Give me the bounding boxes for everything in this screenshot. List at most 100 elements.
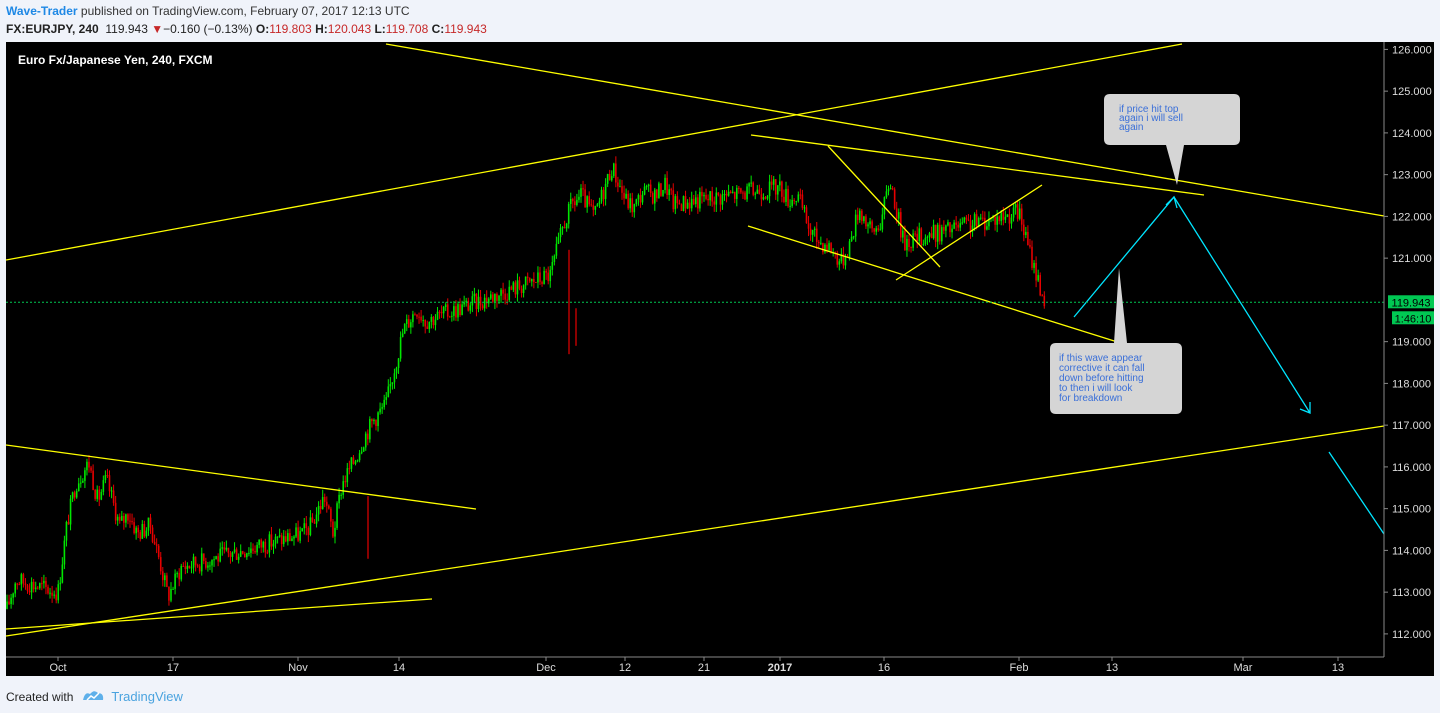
x-tick-label: Dec <box>536 662 556 674</box>
x-tick-label: 21 <box>698 662 710 674</box>
candle-body <box>555 243 558 256</box>
candle-body <box>270 534 273 547</box>
candle-body <box>692 198 695 205</box>
tradingview-logo-icon[interactable] <box>81 688 105 705</box>
candle-body <box>598 201 601 205</box>
callout-top-line-3: again <box>1119 122 1143 133</box>
chart-frame[interactable]: Euro Fx/Japanese Yen, 240, FXCM if price… <box>5 42 1434 676</box>
candle-body <box>383 399 385 408</box>
candle-body <box>877 228 880 231</box>
candle-body <box>399 337 402 359</box>
high-label: H: <box>315 22 328 36</box>
candle-body <box>377 412 379 427</box>
candle-body <box>453 306 455 316</box>
candle-body <box>920 228 923 245</box>
candle-body <box>711 191 713 202</box>
candle-body <box>965 217 968 220</box>
candle-body <box>479 296 482 306</box>
candle-body <box>559 227 562 238</box>
candle-body <box>32 581 35 590</box>
candle-body <box>793 200 795 202</box>
candle-body <box>159 557 162 572</box>
candle-body <box>442 307 445 314</box>
author-link[interactable]: Wave-Trader <box>6 4 78 18</box>
candle-body <box>608 173 611 181</box>
x-axis[interactable]: Oct 17 Nov 14 Dec 12 21 2017 16 Feb 13 Mar 13 <box>49 657 1344 674</box>
candle-body <box>51 592 53 596</box>
candle-body <box>600 189 603 202</box>
countdown-label: 1:46:10 <box>1395 313 1432 325</box>
candle-body <box>369 418 371 440</box>
candle-body <box>516 280 519 295</box>
candle-body <box>586 196 588 208</box>
candle-body <box>459 304 461 315</box>
candle-body <box>676 196 679 204</box>
candle-body <box>895 208 898 219</box>
candle-body <box>815 228 818 242</box>
candle-body <box>754 193 757 195</box>
candle-body <box>791 200 793 206</box>
candle-body <box>580 188 582 197</box>
candle-body <box>299 531 301 541</box>
candle-body <box>930 233 933 239</box>
candle-body <box>373 419 375 422</box>
y-tick-label: 122.000 <box>1392 211 1432 223</box>
candle-body <box>822 242 824 253</box>
candle-body <box>36 587 39 589</box>
candle-body <box>713 201 716 205</box>
candle-body <box>67 522 70 525</box>
candle-body <box>1002 212 1005 220</box>
candle-body <box>490 294 492 299</box>
candle-body <box>223 547 226 550</box>
candle-body <box>947 222 949 226</box>
candle-body <box>12 593 14 598</box>
candle-body <box>760 194 763 200</box>
candle-body <box>674 196 677 210</box>
candle-body <box>414 314 416 316</box>
y-tick-label: 114.000 <box>1392 545 1431 557</box>
candle-body <box>1004 216 1007 220</box>
symbol-label: FX:EURJPY, 240 <box>6 22 99 36</box>
candle-body <box>145 530 148 537</box>
candle-body <box>1035 262 1037 281</box>
candle-body <box>346 468 349 483</box>
candle-body <box>840 253 843 262</box>
candle-body <box>582 188 584 190</box>
trendline <box>5 425 1385 637</box>
candle-body <box>918 228 921 241</box>
candle-body <box>321 496 324 510</box>
candle-body <box>528 277 531 282</box>
candle-body <box>984 217 986 230</box>
candle-body <box>717 192 720 196</box>
candle-body <box>943 227 945 231</box>
candle-body <box>455 306 457 318</box>
candle-body <box>444 304 447 308</box>
candle-body <box>873 228 875 232</box>
candle-body <box>178 573 180 580</box>
candle-body <box>59 582 62 585</box>
candle-body <box>205 561 207 568</box>
close-value: 119.943 <box>444 22 487 36</box>
candle-body <box>39 583 41 589</box>
candle-body <box>764 197 767 199</box>
candle-body <box>875 228 877 232</box>
price-chart[interactable]: Euro Fx/Japanese Yen, 240, FXCM if price… <box>5 42 1434 676</box>
y-axis[interactable]: 126.000 125.000 124.000 123.000 122.000 121.0… <box>1384 44 1432 641</box>
candle-body <box>869 221 871 225</box>
candle-body <box>672 190 675 210</box>
candle-body <box>615 163 617 183</box>
candle-body <box>1008 214 1011 224</box>
candle-body <box>449 316 451 318</box>
candle-body <box>768 181 771 197</box>
candle-body <box>908 238 910 248</box>
candle-body <box>194 556 197 566</box>
candle-body <box>723 193 726 195</box>
candle-body <box>309 517 312 535</box>
candle-body <box>481 305 484 309</box>
candle-body <box>100 491 103 500</box>
candle-body <box>47 586 49 594</box>
candle-body <box>293 536 295 539</box>
callout-top-line-2: again i will sell <box>1119 113 1183 124</box>
candle-body <box>80 482 82 484</box>
tradingview-link[interactable]: TradingView <box>111 689 183 704</box>
